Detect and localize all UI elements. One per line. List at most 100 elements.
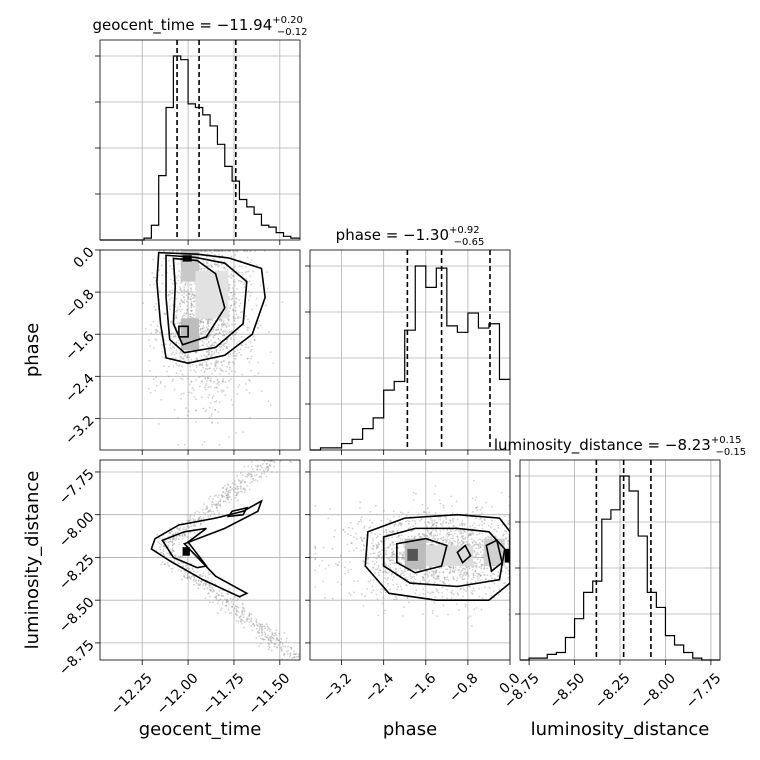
sample-point <box>229 330 231 333</box>
sample-point <box>349 521 352 524</box>
sample-point <box>359 501 362 504</box>
sample-point <box>489 575 492 577</box>
contour-panel-phase-vs-geocent_time <box>95 249 300 455</box>
sample-point <box>473 608 476 611</box>
sample-point <box>200 363 203 366</box>
sample-point <box>260 625 263 628</box>
sample-point <box>393 553 396 556</box>
sample-point <box>252 479 255 482</box>
sample-point <box>219 500 222 503</box>
sample-point <box>244 315 247 318</box>
sample-point <box>406 578 409 581</box>
sample-point <box>215 592 218 595</box>
sample-point <box>210 414 213 417</box>
sample-point <box>188 576 191 578</box>
sample-point <box>458 541 461 544</box>
sample-point <box>184 533 187 536</box>
sample-point <box>280 638 283 640</box>
sample-point <box>265 636 268 639</box>
sample-point <box>171 292 174 294</box>
sample-point <box>472 587 475 590</box>
sample-point <box>240 618 243 621</box>
sample-point <box>235 613 238 616</box>
sample-point <box>190 287 193 290</box>
sample-point <box>361 540 364 543</box>
sample-point <box>302 662 304 664</box>
sample-point <box>482 556 485 559</box>
sample-point <box>431 612 434 615</box>
sample-point <box>202 582 205 585</box>
sample-point <box>266 466 268 468</box>
sample-point <box>435 571 438 574</box>
sample-point <box>152 258 155 261</box>
sample-point <box>474 570 477 573</box>
sample-point <box>426 540 428 543</box>
sample-point <box>209 375 211 378</box>
sample-point <box>172 365 175 368</box>
sample-point <box>172 533 174 536</box>
sample-point <box>209 402 212 405</box>
sample-point <box>231 606 233 608</box>
sample-point <box>234 306 237 309</box>
sample-point <box>400 534 403 537</box>
sample-point <box>464 538 467 540</box>
sample-point <box>247 465 250 468</box>
sample-point <box>235 606 238 608</box>
sample-point <box>183 301 186 304</box>
contour-peak <box>504 548 510 563</box>
sample-point <box>169 321 172 324</box>
sample-point <box>433 581 436 584</box>
sample-point <box>453 578 456 580</box>
sample-point <box>236 499 239 502</box>
sample-point <box>234 483 237 486</box>
sample-point <box>473 551 476 553</box>
sample-point <box>185 312 188 315</box>
sample-point <box>202 584 205 587</box>
sample-point <box>293 650 295 653</box>
sample-point <box>249 295 252 297</box>
sample-point <box>193 514 196 517</box>
sample-point <box>186 558 189 561</box>
sample-point <box>451 589 454 592</box>
sample-point <box>168 298 171 301</box>
sample-point <box>397 535 400 538</box>
sample-point <box>202 267 205 270</box>
sample-point <box>211 319 214 322</box>
sample-point <box>239 615 242 618</box>
sample-point <box>266 468 269 471</box>
sample-point <box>440 523 443 526</box>
sample-point <box>225 325 228 328</box>
sample-point <box>290 451 292 453</box>
sample-point <box>210 589 212 592</box>
sample-point <box>269 460 271 463</box>
sample-point <box>472 576 475 579</box>
sample-point <box>347 569 350 571</box>
sample-point <box>405 514 408 517</box>
sample-point <box>243 626 245 629</box>
sample-point <box>197 583 200 586</box>
sample-point <box>206 592 209 595</box>
sample-point <box>179 350 182 353</box>
sample-point <box>261 626 264 629</box>
sample-point <box>334 562 337 565</box>
sample-point <box>230 277 233 279</box>
sample-point <box>275 446 277 448</box>
sample-point <box>432 524 435 526</box>
sample-point <box>169 531 172 534</box>
sample-point <box>221 594 224 597</box>
sample-point <box>183 299 186 301</box>
sample-point <box>375 557 378 560</box>
sample-point <box>474 553 477 556</box>
sample-point <box>187 525 189 528</box>
sample-point <box>250 471 253 473</box>
sample-point <box>267 648 270 651</box>
sample-point <box>366 558 369 561</box>
sample-point <box>179 529 182 532</box>
sample-point <box>187 576 189 578</box>
tick-label-y: −1.6 <box>62 328 97 363</box>
sample-point <box>475 562 478 565</box>
sample-point <box>476 572 478 575</box>
sample-point <box>442 520 445 523</box>
sample-point <box>195 579 198 582</box>
sample-point <box>220 319 223 322</box>
